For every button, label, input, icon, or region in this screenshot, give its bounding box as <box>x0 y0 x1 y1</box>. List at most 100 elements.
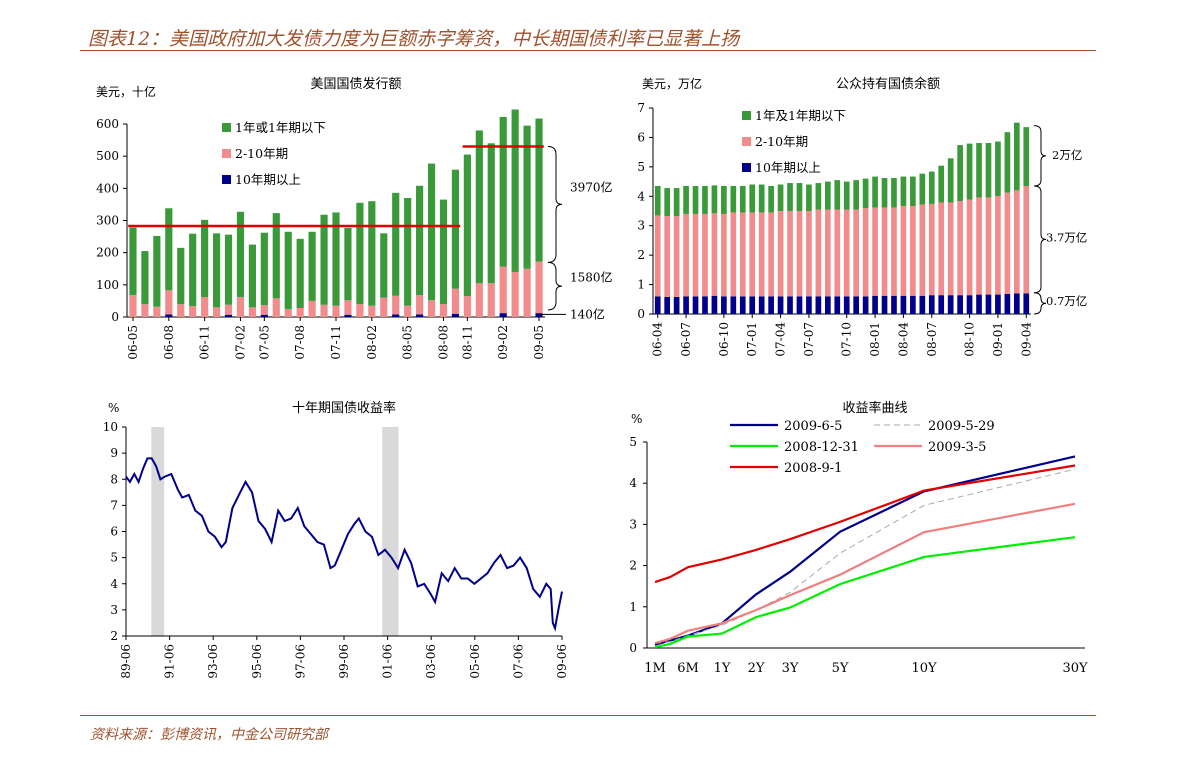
issuance-y-tick-label: 300 <box>96 214 119 228</box>
issuance-bar-1 <box>511 109 519 272</box>
outstanding-x-tick-label: 08-04 <box>896 322 910 357</box>
outstanding-bar-3 <box>683 296 689 314</box>
issuance-bar-3 <box>260 314 268 317</box>
outstanding-bar-3 <box>938 295 945 314</box>
outstanding-bar-2 <box>910 205 916 296</box>
issuance-chart: 0 100 200 300 400 500 600 06-05 06-08 06-11 07-02 0… <box>96 76 613 360</box>
issuance-bar-1 <box>141 251 149 305</box>
outstanding-bar-2 <box>966 199 973 296</box>
outstanding-bar-2 <box>824 209 831 297</box>
outstanding-bar-3 <box>692 296 699 314</box>
issuance-bar-2 <box>404 305 412 317</box>
outstanding-bar-1 <box>1004 132 1011 193</box>
outstanding-bar-2 <box>900 205 907 296</box>
issuance-bar-1 <box>320 214 328 305</box>
issuance-y-tick-label: 600 <box>96 117 119 131</box>
issuance-y-tick-label: 500 <box>96 149 119 163</box>
outstanding-legend-label: 10年期以上 <box>755 160 821 175</box>
outstanding-bar-2 <box>692 213 699 297</box>
issuance-legend-label: 10年期以上 <box>235 172 301 187</box>
outstanding-bar-1 <box>711 185 718 214</box>
issuance-bar-1 <box>463 154 471 297</box>
issuance-bar-1 <box>499 116 507 267</box>
issuance-x-tick-label: 09-05 <box>532 325 546 360</box>
outstanding-bar-3 <box>843 296 850 314</box>
yield-curve-x-tick-label: 6M <box>677 661 699 676</box>
issuance-bar-2 <box>463 296 471 317</box>
yield-curve-x-tick-label: 10Y <box>911 661 937 676</box>
outstanding-annotation: 2万亿 <box>1052 148 1082 162</box>
issuance-bar-2 <box>368 305 376 317</box>
outstanding-bar-3 <box>673 296 680 314</box>
outstanding-bar-1 <box>664 188 671 217</box>
outstanding-bar-2 <box>1023 185 1030 294</box>
outstanding-y-tick-label: 5 <box>637 160 645 174</box>
yield-curve-y-tick-label: 0 <box>629 641 637 655</box>
outstanding-bar-2 <box>985 197 992 295</box>
issuance-bar-2 <box>165 290 173 315</box>
issuance-bar-1 <box>236 211 245 298</box>
yield-curve-line <box>654 502 1076 645</box>
outstanding-bar-2 <box>843 209 850 297</box>
ten-year-x-tick-label: 93-06 <box>206 644 220 679</box>
yield-curve-x-tick-label: 5Y <box>832 661 849 676</box>
issuance-annotation: 1580亿 <box>570 270 613 285</box>
issuance-bar-1 <box>177 247 185 305</box>
outstanding-bar-2 <box>957 200 963 296</box>
yield-curve-y-tick-label: 1 <box>629 600 637 614</box>
outstanding-bar-1 <box>938 165 945 203</box>
outstanding-bar-1 <box>995 141 1001 196</box>
ten-year-x-tick-label: 09-06 <box>555 644 569 679</box>
outstanding-bar-1 <box>957 145 963 201</box>
outstanding-y-tick-label: 4 <box>637 189 645 203</box>
outstanding-bar-3 <box>1013 293 1020 314</box>
outstanding-bar-3 <box>919 295 926 314</box>
outstanding-bar-3 <box>891 295 897 314</box>
ten-year-y-tick-label: 3 <box>110 603 118 617</box>
ten-year-recession-band <box>151 427 165 636</box>
ten-year-y-tick-label: 8 <box>110 472 118 486</box>
outstanding-chart: 0 1 2 3 4 5 6 7 06-04 06-07 06-10 07-01 07-04 07-07 07… <box>637 76 1087 357</box>
issuance-bar-2 <box>344 300 352 315</box>
issuance-bar-1 <box>165 208 173 291</box>
issuance-bar-2 <box>141 304 149 317</box>
outstanding-bar-3 <box>900 295 907 314</box>
yield-curve-ylabel: % <box>631 412 642 426</box>
issuance-bar-3 <box>416 314 424 317</box>
outstanding-x-tick-label: 07-07 <box>802 322 816 357</box>
issuance-annotation: 140亿 <box>570 306 605 321</box>
outstanding-bar-2 <box>872 207 878 296</box>
outstanding-bar-1 <box>824 181 831 210</box>
outstanding-bar-1 <box>947 158 954 203</box>
outstanding-y-tick-label: 3 <box>637 219 645 233</box>
outstanding-legend-label: 1年及1年期以下 <box>755 108 846 123</box>
outstanding-bar-2 <box>673 216 680 297</box>
outstanding-bar-3 <box>910 295 916 314</box>
outstanding-bar-3 <box>824 296 831 314</box>
issuance-bar-1 <box>439 199 448 305</box>
outstanding-legend-swatch <box>742 163 751 172</box>
outstanding-bar-3 <box>749 296 756 314</box>
outstanding-bar-1 <box>739 185 746 213</box>
source-note: 资料来源：彭博资讯，中金公司研究部 <box>90 727 328 743</box>
issuance-y-tick-label: 200 <box>96 246 119 260</box>
outstanding-bar-2 <box>739 212 746 297</box>
yield-curve-x-tick-label: 3Y <box>782 661 799 676</box>
issuance-bar-2 <box>248 307 256 317</box>
outstanding-bar-1 <box>872 176 878 208</box>
outstanding-bar-1 <box>853 180 860 210</box>
ten-year-x-tick-label: 99-06 <box>337 644 351 679</box>
outstanding-bar-1 <box>654 185 661 216</box>
ten-year-recession-band <box>382 427 399 636</box>
issuance-bar-3 <box>535 313 543 317</box>
outstanding-x-tick-label: 06-07 <box>679 322 693 357</box>
issuance-x-tick-label: 08-05 <box>401 325 415 360</box>
outstanding-bar-2 <box>768 212 774 297</box>
issuance-x-tick-label: 07-08 <box>293 325 307 360</box>
outstanding-bar-2 <box>834 209 841 297</box>
outstanding-annotation: 3.7万亿 <box>1046 230 1087 244</box>
ten-year-title: 十年期国债收益率 <box>292 400 396 416</box>
outstanding-x-tick-label: 06-10 <box>717 322 731 357</box>
ten-year-x-tick-label: 07-06 <box>511 644 525 679</box>
issuance-bar-2 <box>439 304 448 317</box>
